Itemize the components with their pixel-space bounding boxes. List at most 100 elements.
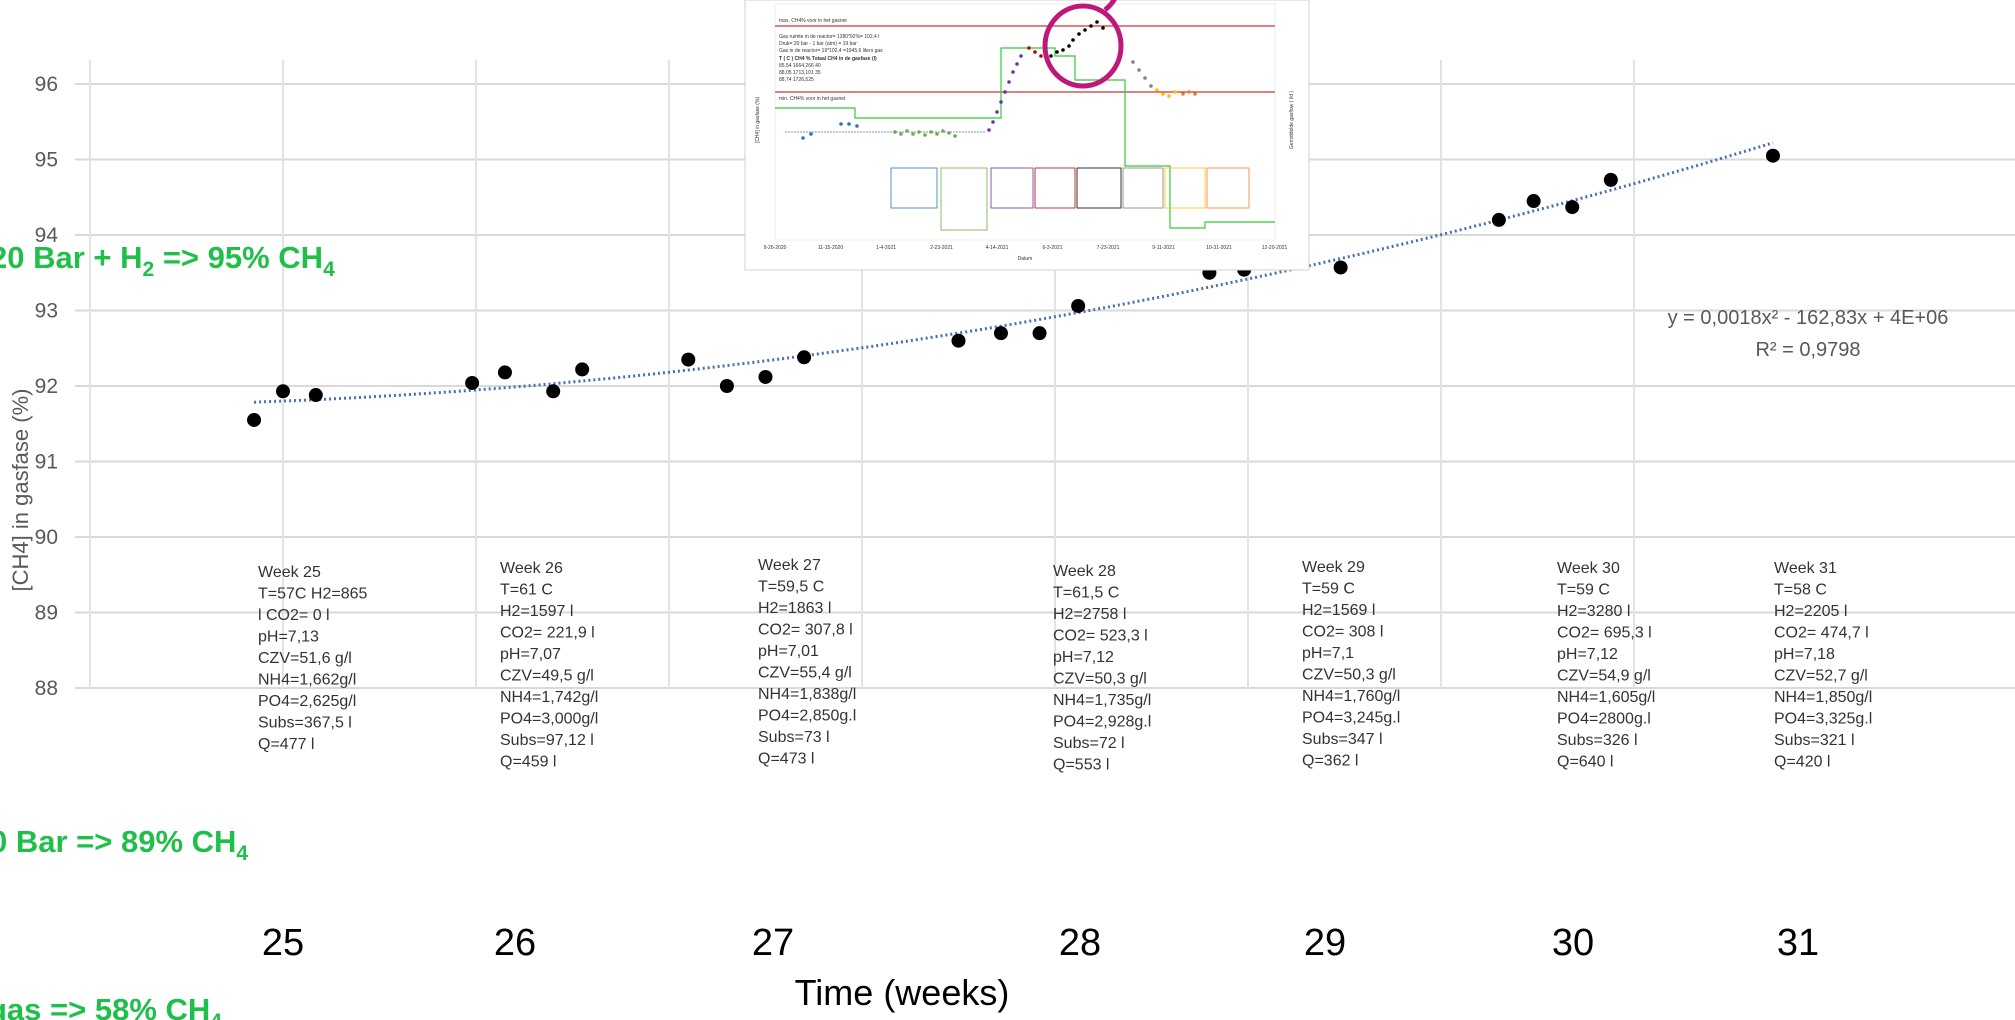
y-tick-label: 90 [35, 526, 58, 549]
week-line: Week 26 [500, 560, 563, 577]
week-line: T=57C H2=865 [258, 586, 368, 603]
inset-table-row-3: 88,74 1726,525 [779, 77, 814, 83]
data-point [546, 384, 561, 399]
inset-point [1155, 88, 1159, 92]
week-line: Q=362 l [1302, 753, 1358, 770]
week-line: Week 31 [1774, 560, 1837, 577]
week-line: CO2= 307,8 l [758, 622, 853, 639]
week-line: Subs=326 l [1557, 732, 1638, 749]
inset-point [1167, 94, 1171, 98]
week-line: CO2= 474,7 l [1774, 625, 1869, 642]
inset-point [1071, 38, 1075, 42]
inset-point [1101, 26, 1105, 30]
week-line: T=59 C [1302, 581, 1355, 598]
week-line: PO4=3,000g/l [500, 711, 598, 728]
week-line: Subs=97,12 l [500, 732, 594, 749]
inset-point [941, 129, 945, 133]
data-point [247, 412, 262, 427]
x-tick-label: 29 [1304, 922, 1346, 964]
inset-point [1003, 90, 1007, 94]
data-point [1565, 200, 1580, 215]
week-line: H2=1569 l [1302, 602, 1375, 619]
week-block: Week 27 T=59,5 C H2=1863 l CO2= 307,8 l pH=7… [758, 557, 856, 768]
x-tick-label: 30 [1552, 922, 1594, 964]
x-tick-label: 31 [1777, 922, 1819, 964]
y-tick-label: 95 [35, 149, 58, 172]
x-tick-label: 26 [494, 922, 536, 964]
week-line: H2=1597 l [500, 603, 573, 620]
annotation-gas: gas => 58% CH4 [0, 992, 222, 1020]
data-point [465, 375, 480, 390]
y-tick-label: 89 [35, 602, 58, 625]
week-line: PO4=2,928g.l [1053, 714, 1151, 731]
inset-point [855, 124, 859, 128]
inset-highlight-circle [1042, 3, 1124, 89]
inset-point [1187, 90, 1191, 94]
inset-green-flow-line [775, 47, 1275, 229]
x-axis-title: Time (weeks) [795, 972, 1010, 1013]
inset-point [935, 132, 939, 136]
week-block: Week 26 T=61 C H2=1597 l CO2= 221,9 l pH=7,0… [500, 560, 598, 771]
inset-point [1193, 92, 1197, 96]
trendline-r2: R² = 0,9798 [1755, 339, 1860, 361]
inset-point [1019, 54, 1023, 58]
week-line: CO2= 695,3 l [1557, 625, 1652, 642]
week-line: pH=7,12 [1053, 649, 1114, 666]
inset-point [1131, 60, 1135, 64]
inset-point [801, 136, 805, 140]
week-line: CZV=54,9 g/l [1557, 668, 1651, 685]
week-line: Week 25 [258, 564, 321, 581]
inset-info-2: Druk= 20 bar - 1 bar (atm) = 19 bar [779, 41, 857, 47]
inset-point [1039, 54, 1043, 58]
week-line: H2=3280 l [1557, 603, 1630, 620]
week-line: PO4=2,625g/l [258, 693, 356, 710]
inset-point [1007, 80, 1011, 84]
inset-point [1055, 50, 1059, 54]
week-block: Week 28 T=61,5 C H2=2758 l CO2= 523,3 l pH=7… [1053, 563, 1151, 774]
annotation-0bar: 0 Bar => 89% CH4 [0, 824, 248, 865]
inset-point [893, 130, 897, 134]
y-tick-label: 92 [35, 375, 58, 398]
week-line: Subs=73 l [758, 729, 830, 746]
data-point [1333, 260, 1348, 275]
week-line: Subs=72 l [1053, 735, 1125, 752]
week-line: CO2= 308 l [1302, 624, 1383, 641]
inset-point [953, 134, 957, 138]
data-point [1526, 194, 1541, 209]
week-line: CZV=51,6 g/l [258, 650, 352, 667]
week-line: NH4=1,850g/l [1774, 689, 1872, 706]
week-line: PO4=3,325g.l [1774, 711, 1872, 728]
x-tick-label: 28 [1059, 922, 1101, 964]
week-line: Q=420 l [1774, 754, 1830, 771]
inset-point [1077, 32, 1081, 36]
inset-point [847, 122, 851, 126]
week-line: T=61 C [500, 582, 553, 599]
week-annotations: Week 25 T=57C H2=865 l CO2= 0 l pH=7,13 CZV=… [258, 557, 1872, 774]
data-point [575, 362, 590, 377]
data-point [497, 365, 512, 380]
week-line: T=59,5 C [758, 579, 824, 596]
inset-boxes [890, 167, 1250, 231]
data-point [1603, 172, 1618, 187]
inset-ylabel-left: [CH4] in gasfase (%) [755, 97, 761, 143]
week-line: PO4=2,850g.l [758, 708, 856, 725]
week-line: Subs=321 l [1774, 732, 1855, 749]
inset-point [1049, 54, 1053, 58]
inset-table-row-1: 85,54 1664,266 40 [779, 63, 821, 69]
data-point [1491, 212, 1506, 227]
inset-point [1137, 68, 1141, 72]
data-point [1032, 326, 1047, 341]
week-line: pH=7,18 [1774, 646, 1835, 663]
week-line: Subs=347 l [1302, 731, 1383, 748]
inset-ylabel-right: Gemiddelde gasflow ( l/d ) [1289, 91, 1295, 149]
data-point [276, 384, 290, 399]
inset-point [1015, 62, 1019, 66]
inset-point [809, 132, 813, 136]
x-tick-label: 27 [752, 922, 794, 964]
week-line: Q=477 l [258, 736, 314, 753]
inset-point [1143, 76, 1147, 80]
week-line: CZV=50,3 g/l [1053, 671, 1147, 688]
inset-max-label: max. CH4% voor in het gasnet [779, 18, 847, 24]
week-line: l CO2= 0 l [258, 607, 330, 624]
